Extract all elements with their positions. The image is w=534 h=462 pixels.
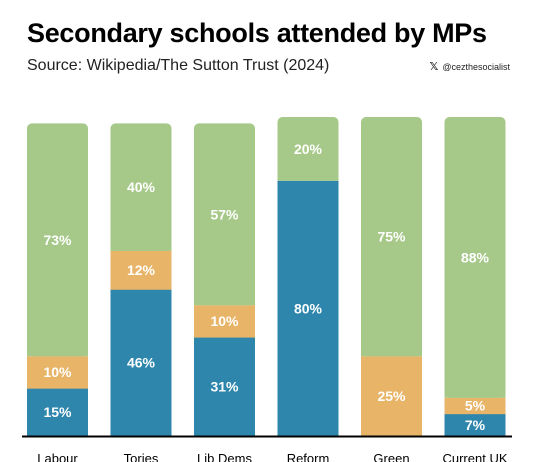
bar-segment-fill xyxy=(277,174,339,181)
chart-title: Secondary schools attended by MPs xyxy=(27,18,487,48)
data-label: 88% xyxy=(461,249,490,265)
data-label: 12% xyxy=(127,262,156,278)
category-label: Green xyxy=(373,451,409,462)
bar-segment xyxy=(444,117,506,398)
chart-subtitle: Source: Wikipedia/The Sutton Trust (2024… xyxy=(27,57,330,74)
bar-segment xyxy=(444,397,506,415)
bar-segment-fill xyxy=(27,350,88,357)
data-label: 31% xyxy=(210,379,239,395)
category-label: Reform xyxy=(287,451,330,462)
data-label: 73% xyxy=(43,232,72,248)
category-label: Current UK xyxy=(442,451,507,462)
data-label: 7% xyxy=(465,417,486,433)
bar-segment-fill xyxy=(444,391,506,398)
data-label: 57% xyxy=(210,206,239,222)
data-label: 20% xyxy=(294,141,323,157)
data-label: 10% xyxy=(210,313,239,329)
data-label: 80% xyxy=(294,300,323,316)
data-label: 46% xyxy=(127,355,156,371)
bar-segment xyxy=(277,117,339,181)
bar-segment xyxy=(194,123,255,306)
data-label: 15% xyxy=(43,404,72,420)
bar-segment xyxy=(361,356,422,437)
category-label: Labour xyxy=(37,451,78,462)
data-label: 10% xyxy=(43,364,72,380)
bar-segment xyxy=(361,117,422,357)
bar-segment xyxy=(444,413,506,437)
credit-handle: @cezthesocialist xyxy=(442,61,510,72)
bar-segment xyxy=(194,305,255,338)
x-logo-icon: 𝕏 xyxy=(429,61,439,73)
bar-segment xyxy=(194,337,255,437)
data-label: 75% xyxy=(377,229,406,245)
data-label: 5% xyxy=(465,398,486,414)
bar-segment xyxy=(277,180,339,437)
bar-segment-fill xyxy=(194,299,255,306)
category-label: Tories xyxy=(124,451,159,462)
bar-segment xyxy=(27,356,88,389)
bar-segment xyxy=(110,123,172,251)
bar-segment xyxy=(27,123,88,357)
bar-segment xyxy=(110,250,172,290)
bar-segment xyxy=(110,289,172,437)
data-label: 40% xyxy=(127,179,156,195)
data-label: 25% xyxy=(377,388,406,404)
bar-segment-fill xyxy=(110,244,172,251)
bar-segment xyxy=(27,388,88,437)
category-label: Lib Dems xyxy=(197,451,252,462)
bar-segment-fill xyxy=(361,350,422,357)
credit: 𝕏 @cezthesocialist xyxy=(429,60,510,73)
